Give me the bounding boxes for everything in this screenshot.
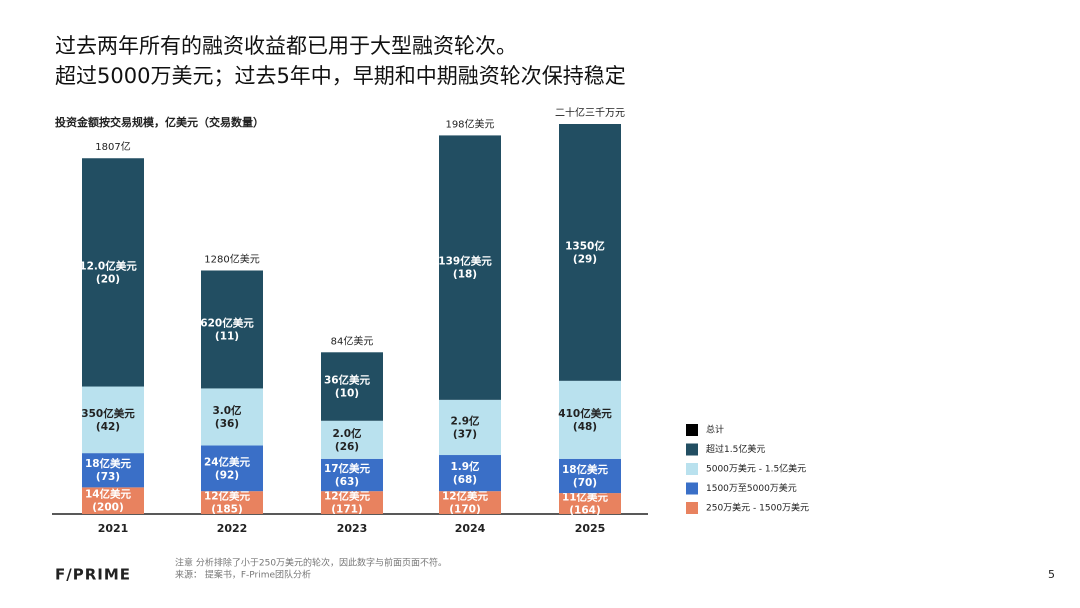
bar-segment	[559, 493, 621, 514]
segment-value-label: 12.0亿美元	[79, 259, 137, 272]
segment-value-label: 18亿美元	[562, 463, 609, 476]
bar-segment	[439, 455, 501, 492]
segment-count-label: (42)	[96, 421, 120, 433]
legend-swatch	[686, 463, 698, 475]
segment-count-label: (11)	[215, 330, 239, 342]
x-tick-label: 2025	[575, 522, 606, 535]
segment-count-label: (200)	[92, 502, 124, 514]
segment-count-label: (92)	[215, 469, 239, 481]
segment-value-label: 1.9亿	[450, 460, 480, 473]
bar-segment	[321, 420, 383, 459]
bar-segment	[82, 158, 144, 387]
segment-value-label: 17亿美元	[324, 462, 371, 475]
x-tick-label: 2021	[98, 522, 129, 535]
segment-count-label: (164)	[569, 505, 601, 517]
legend-swatch	[686, 482, 698, 495]
bar-segment	[82, 386, 144, 454]
bar-segment	[439, 491, 501, 514]
bar-segment	[559, 458, 621, 494]
bar-segment	[201, 388, 263, 446]
legend-label: 总计	[706, 424, 724, 436]
x-tick-label: 2022	[217, 522, 248, 535]
segment-value-label: 14亿美元	[85, 488, 132, 501]
x-tick-label: 2023	[337, 522, 368, 535]
title-line: 过去两年所有的融资收益都已用于大型融资轮次。	[55, 34, 517, 58]
segment-count-label: (170)	[449, 504, 481, 516]
segment-count-label: (70)	[573, 477, 597, 489]
segment-value-label: 3.0亿	[212, 404, 242, 417]
total-label: 1807亿	[95, 140, 130, 153]
segment-value-label: 12亿美元	[442, 490, 489, 503]
segment-value-label: 24亿美元	[204, 455, 251, 468]
segment-value-label: 12亿美元	[324, 490, 371, 503]
bar-segment	[439, 399, 501, 456]
segment-value-label: 36亿美元	[324, 374, 371, 387]
segment-count-label: (36)	[215, 418, 239, 430]
bar-segment	[201, 445, 263, 492]
segment-count-label: (10)	[335, 388, 359, 400]
legend-swatch	[686, 443, 698, 456]
legend-label: 250万美元 - 1500万美元	[706, 502, 809, 514]
segment-value-label: 350亿美元	[81, 407, 135, 420]
bar-segment	[559, 124, 621, 381]
bar-segment	[321, 352, 383, 421]
bar-segment	[82, 453, 144, 488]
segment-value-label: 12亿美元	[204, 490, 251, 503]
segment-count-label: (20)	[96, 273, 120, 285]
segment-count-label: (171)	[331, 504, 363, 516]
segment-value-label: 410亿美元	[558, 407, 612, 420]
segment-count-label: (29)	[573, 253, 597, 265]
segment-value-label: 1350亿	[565, 239, 605, 252]
title-line: 超过5000万美元；过去5年中，早期和中期融资轮次保持稳定	[55, 64, 626, 88]
chart-subtitle: 投资金额按交易规模，亿美元（交易数量）	[55, 115, 264, 129]
segment-value-label: 18亿美元	[85, 457, 132, 470]
segment-value-label: 2.9亿	[450, 414, 480, 427]
footnote: 注意 分析排除了小于250万美元的轮次，因此数字与前面页面不符。	[175, 557, 447, 569]
bar-segment	[201, 270, 263, 389]
bar-segment	[82, 487, 144, 514]
segment-count-label: (48)	[573, 421, 597, 433]
bar-segment	[321, 458, 383, 492]
legend-swatch	[686, 424, 698, 436]
segment-value-label: 139亿美元	[438, 255, 492, 268]
logo: F/PRIME	[55, 566, 131, 584]
segment-count-label: (37)	[453, 428, 477, 440]
segment-count-label: (185)	[211, 504, 243, 516]
bar-segment	[321, 491, 383, 514]
bar-segment	[201, 491, 263, 514]
x-tick-label: 2024	[455, 522, 486, 535]
segment-count-label: (18)	[453, 269, 477, 281]
page-number: 5	[1048, 568, 1055, 581]
legend-swatch	[686, 502, 698, 514]
bar-segment	[559, 380, 621, 459]
segment-value-label: 620亿美元	[200, 316, 254, 329]
segment-count-label: (63)	[335, 476, 359, 488]
segment-count-label: (68)	[453, 474, 477, 486]
total-label: 84亿美元	[331, 334, 374, 347]
total-label: 1280亿美元	[204, 252, 259, 265]
segment-count-label: (26)	[335, 441, 359, 453]
segment-value-label: 2.0亿	[332, 427, 362, 440]
legend-label: 1500万至5000万美元	[706, 482, 797, 494]
total-label: 198亿美元	[445, 117, 494, 130]
segment-value-label: 11亿美元	[562, 491, 609, 504]
bar-segment	[439, 135, 501, 400]
legend-label: 超过1.5亿美元	[706, 443, 765, 455]
footnote: 来源： 提案书，F-Prime团队分析	[175, 569, 311, 581]
segment-count-label: (73)	[96, 471, 120, 483]
total-label: 二十亿三千万元	[555, 106, 625, 119]
legend-label: 5000万美元 - 1.5亿美元	[706, 463, 806, 475]
